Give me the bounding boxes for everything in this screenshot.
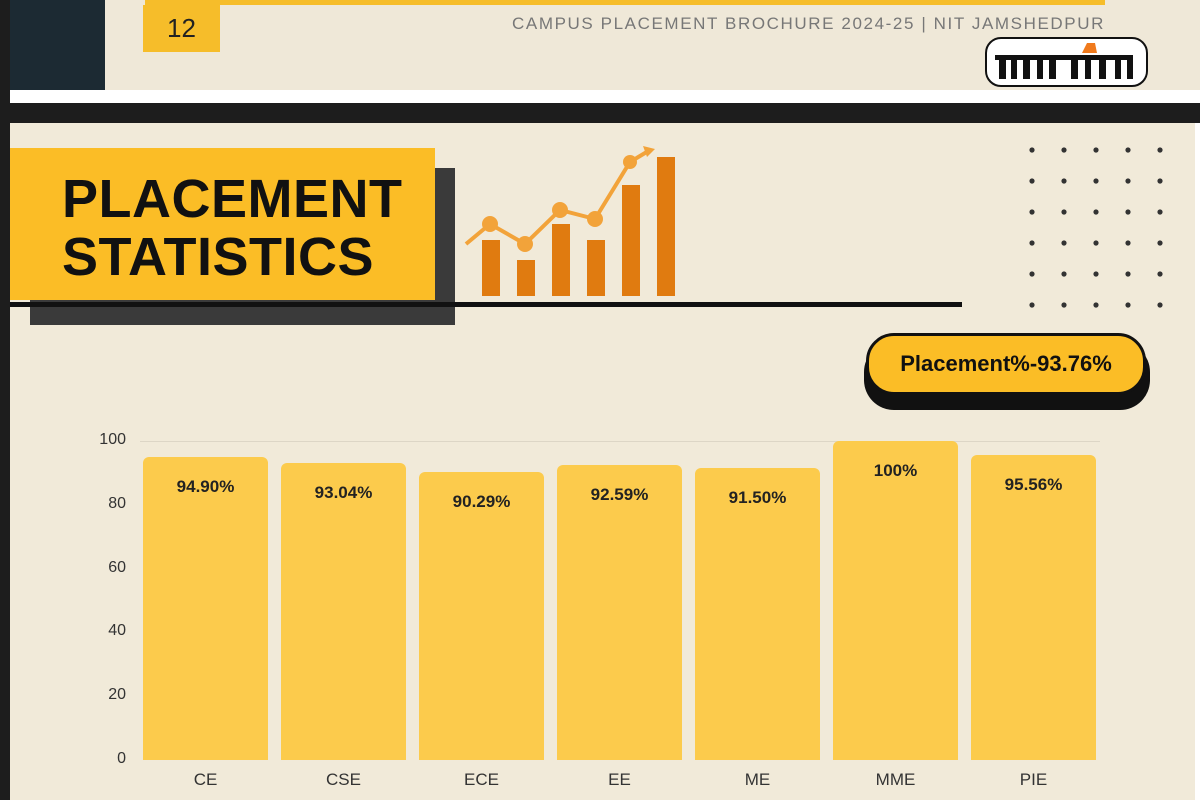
data-label: 90.29%: [452, 491, 511, 511]
decoration-dot: [1093, 271, 1099, 277]
x-tick-label: CSE: [326, 770, 361, 789]
brochure-title: CAMPUS PLACEMENT BROCHURE 2024-25 | NIT …: [512, 14, 1105, 33]
decoration-dot: [1029, 209, 1035, 215]
x-tick-label: EE: [608, 770, 631, 789]
dot-grid-decoration: [1029, 147, 1163, 308]
gridline-top: [140, 441, 1100, 442]
decoration-dot: [1029, 147, 1035, 153]
decoration-dot: [1029, 302, 1035, 308]
bar: [557, 464, 682, 760]
decoration-dot: [1093, 240, 1099, 246]
decoration-dot: [1029, 271, 1035, 277]
decoration-dot: [1125, 147, 1131, 153]
logo-graphic: [995, 43, 1133, 79]
decoration-dot: [1157, 302, 1163, 308]
data-label: 100%: [873, 461, 918, 480]
y-tick-label: 40: [108, 622, 126, 640]
y-tick-label: 0: [117, 750, 126, 767]
decoration-dot: [1093, 147, 1099, 153]
bar: [143, 457, 268, 760]
bar: [419, 471, 544, 760]
x-tick-label: ME: [744, 770, 771, 789]
decoration-dot: [1125, 271, 1131, 277]
decoration-dot: [1093, 178, 1099, 184]
decoration-dot: [1157, 271, 1163, 277]
decoration-dot: [1061, 302, 1067, 308]
x-tick-label: CE: [193, 770, 218, 789]
data-label: 93.04%: [314, 483, 373, 503]
x-tick-label: MME: [875, 770, 916, 789]
x-tick-label: PIE: [1019, 770, 1048, 789]
header-dark-strip: [10, 0, 105, 90]
decoration-dot: [1125, 302, 1131, 308]
bar: [971, 455, 1096, 760]
data-label: 91.50%: [728, 488, 787, 508]
decoration-dot: [1125, 178, 1131, 184]
y-tick-label: 60: [108, 558, 126, 576]
right-edge: [1195, 123, 1200, 800]
bar: [695, 468, 820, 760]
decoration-dot: [1029, 178, 1035, 184]
decoration-dot: [1093, 209, 1099, 215]
overall-placement-badge: Placement%-93.76%: [866, 333, 1146, 395]
decoration-dot: [1061, 147, 1067, 153]
prabhat-khabar-logo: [985, 37, 1148, 87]
y-tick-label: 20: [108, 686, 126, 704]
x-tick-label: ECE: [464, 770, 499, 789]
data-label: 95.56%: [1004, 475, 1063, 495]
bar: [281, 463, 406, 760]
decoration-dot: [1029, 240, 1035, 246]
title-rule: [10, 302, 962, 307]
decoration-dot: [1157, 240, 1163, 246]
decoration-dot: [1061, 240, 1067, 246]
decoration-dot: [1157, 178, 1163, 184]
decoration-dot: [1157, 147, 1163, 153]
data-label: 94.90%: [176, 477, 235, 497]
bar: [833, 441, 958, 760]
title-line-2: STATISTICS: [62, 227, 374, 287]
header-accent-line: [145, 0, 1105, 5]
separator: [10, 90, 1200, 103]
decoration-dot: [1061, 271, 1067, 277]
decoration-dot: [1157, 209, 1163, 215]
y-tick-label: 80: [108, 494, 126, 512]
decoration-dot: [1093, 302, 1099, 308]
decoration-dot: [1125, 209, 1131, 215]
page-number: 12: [143, 5, 220, 52]
growth-chart-icon: [464, 146, 675, 296]
title-line-1: PLACEMENT: [62, 169, 403, 229]
decoration-dot: [1061, 178, 1067, 184]
decoration-dot: [1125, 240, 1131, 246]
y-tick-label: 100: [99, 431, 126, 448]
data-label: 92.59%: [590, 484, 649, 504]
title-box: [10, 148, 435, 300]
decoration-dot: [1061, 209, 1067, 215]
